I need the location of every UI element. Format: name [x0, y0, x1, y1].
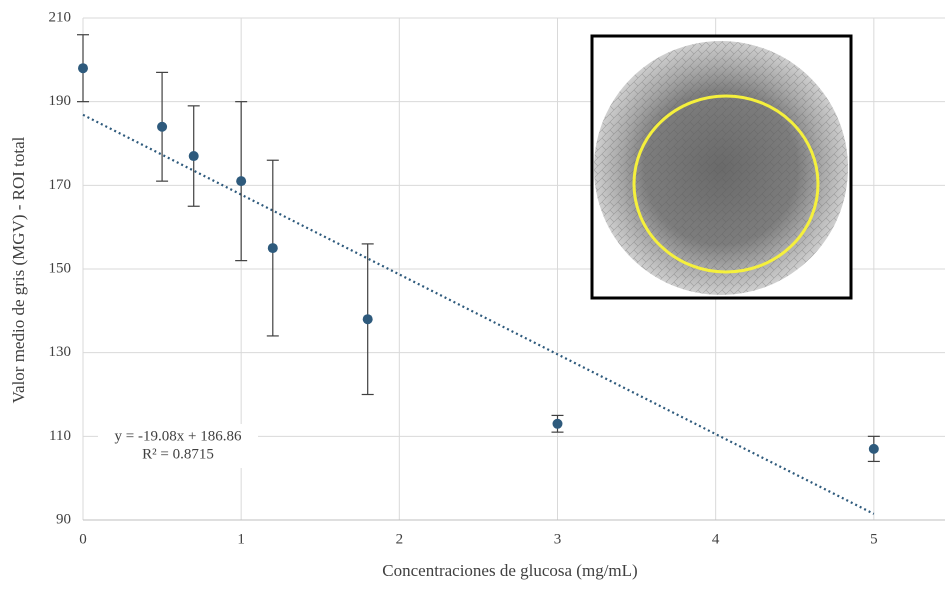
x-tick-label: 3	[554, 531, 562, 547]
trendline-equation: y = -19.08x + 186.86	[115, 428, 242, 444]
point	[868, 443, 879, 454]
x-tick-label: 5	[870, 531, 878, 547]
y-tick-label: 210	[49, 9, 72, 25]
point	[362, 314, 373, 325]
dish-texture	[594, 41, 848, 295]
x-tick-label: 2	[396, 531, 404, 547]
y-tick-label: 130	[49, 344, 72, 360]
y-axis-title: Valor medio de gris (MGV) - ROI total	[9, 136, 28, 403]
trendline-r2: R² = 0.8715	[142, 446, 214, 462]
y-tick-label: 110	[49, 428, 71, 444]
point	[267, 243, 278, 254]
equation-bg	[98, 424, 258, 468]
point	[552, 418, 563, 429]
point	[78, 63, 88, 74]
x-tick-label: 4	[712, 531, 720, 547]
point	[236, 176, 247, 187]
y-tick-label: 150	[49, 260, 72, 276]
x-tick-label: 0	[79, 531, 87, 547]
point	[188, 151, 199, 162]
point	[157, 121, 168, 132]
x-axis-title: Concentraciones de glucosa (mg/mL)	[382, 561, 637, 580]
roi-circle	[632, 94, 820, 274]
y-tick-label: 190	[49, 93, 72, 109]
y-tick-label: 170	[49, 177, 72, 193]
x-tick-label: 1	[237, 531, 245, 547]
inset-image	[590, 34, 853, 300]
y-tick-label: 90	[56, 511, 71, 527]
marks	[77, 34, 880, 515]
